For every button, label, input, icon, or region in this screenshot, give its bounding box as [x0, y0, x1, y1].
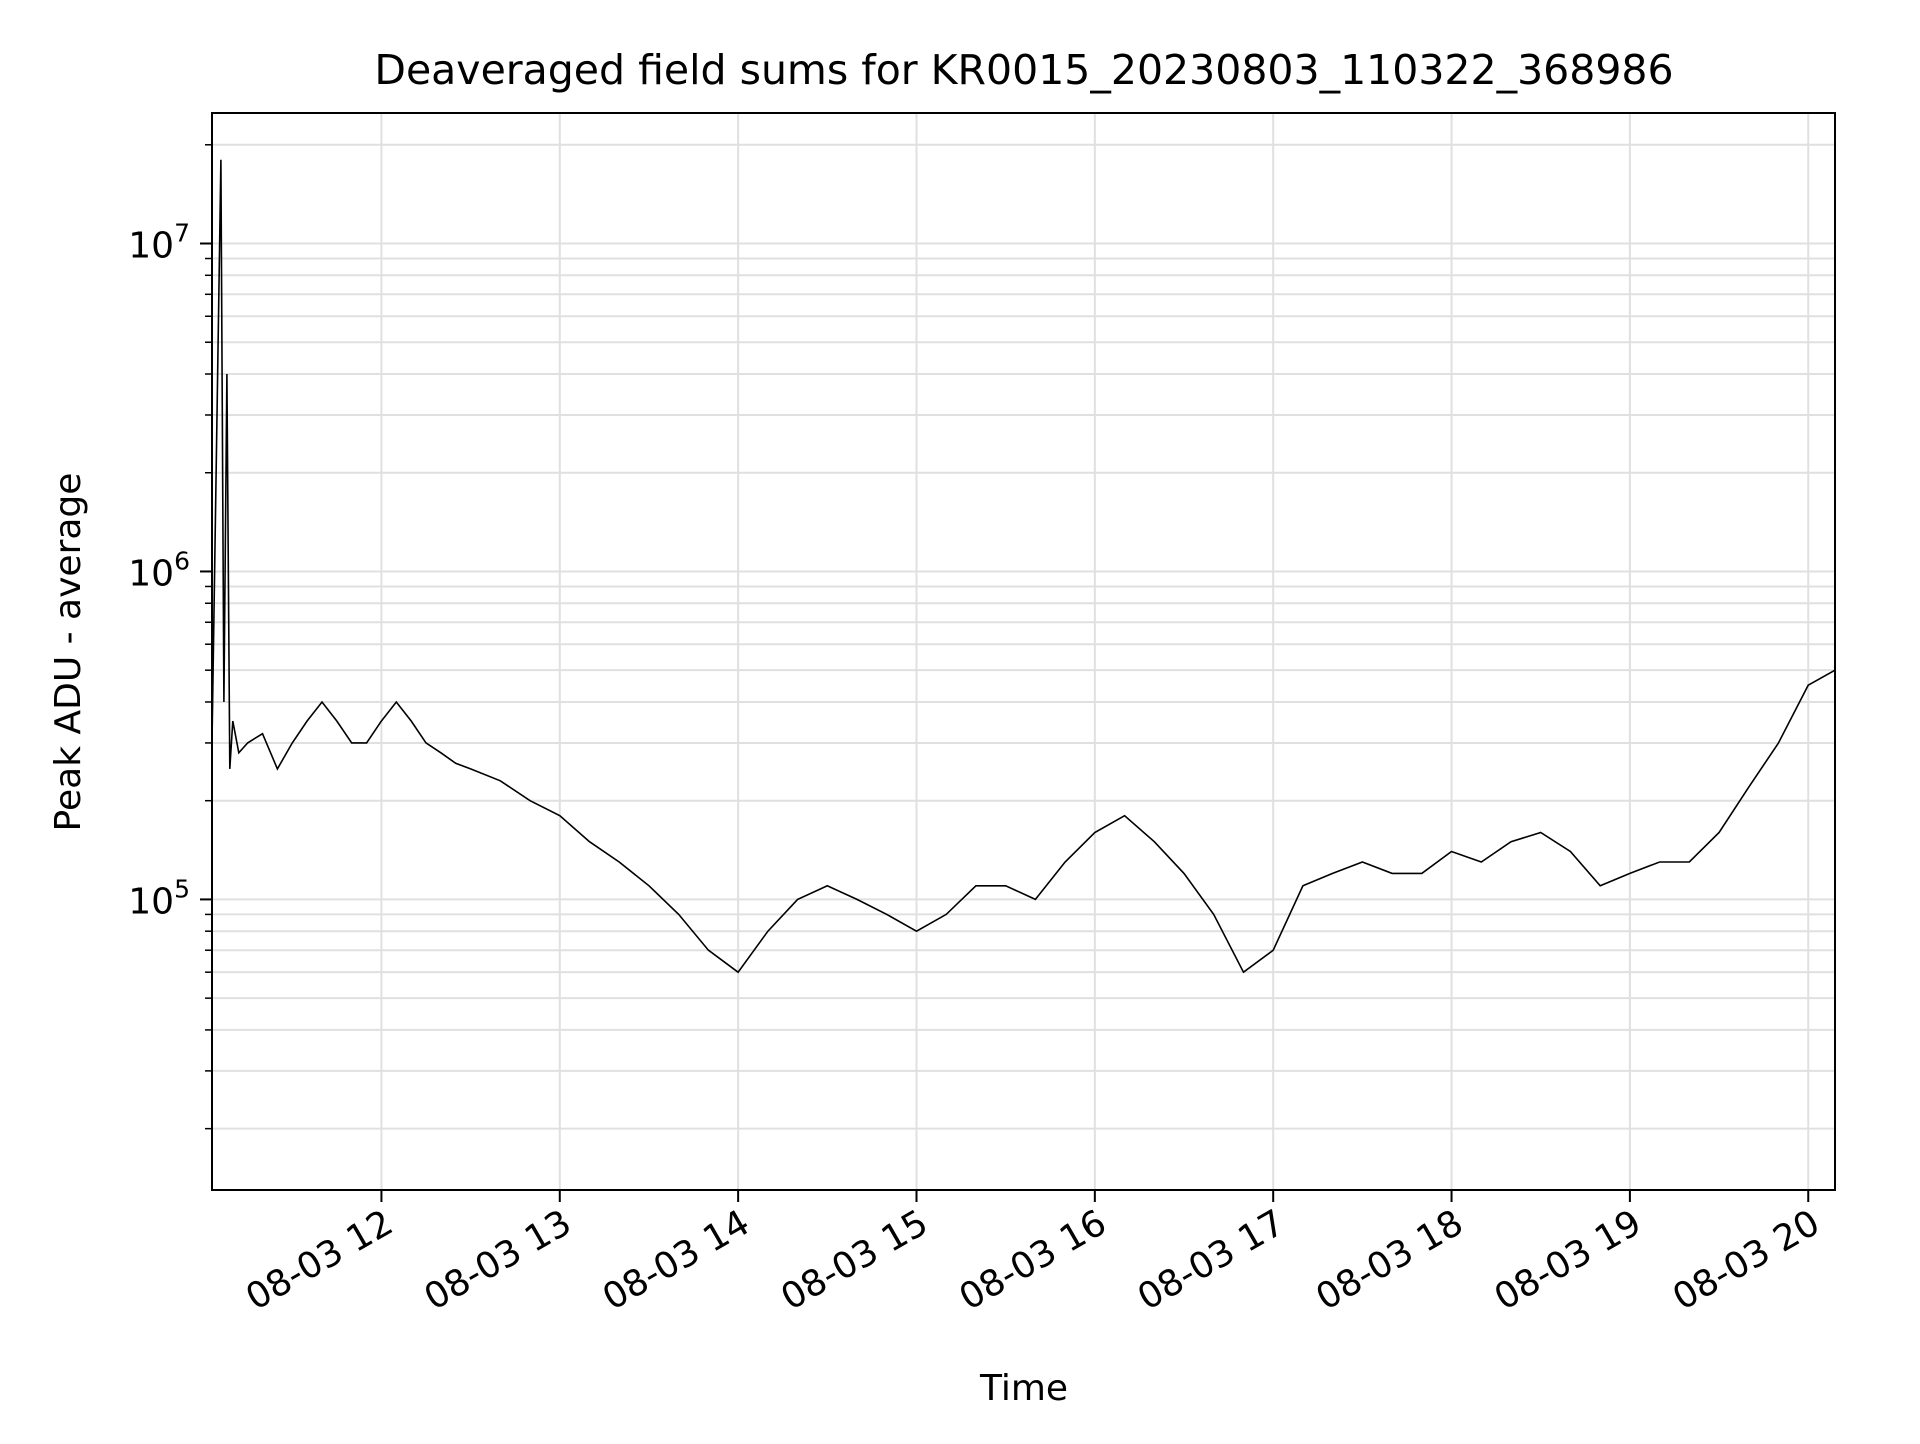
y-axis-label: Peak ADU - average — [48, 473, 89, 832]
x-axis-label: Time — [979, 1368, 1068, 1409]
plot-frame — [211, 112, 1836, 1191]
chart-title: Deaveraged field sums for KR0015_2023080… — [374, 46, 1673, 94]
y-tick-label: 107 — [128, 219, 190, 267]
grid-layer — [212, 113, 1835, 1190]
y-tick-label: 106 — [128, 546, 190, 594]
y-tick-label: 105 — [128, 874, 190, 922]
series-layer — [211, 159, 1836, 974]
series-line — [211, 159, 1836, 974]
